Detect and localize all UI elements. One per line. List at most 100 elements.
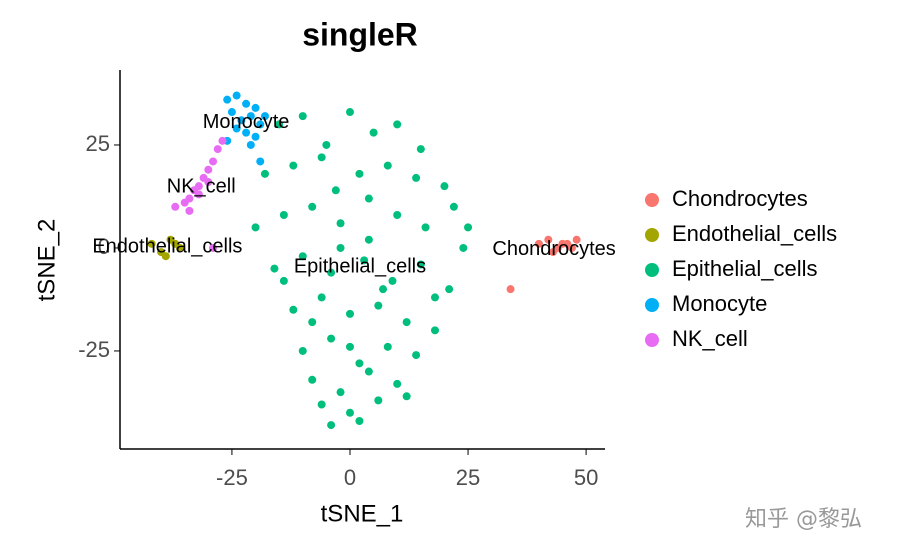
point xyxy=(246,140,255,149)
point xyxy=(383,161,392,170)
point xyxy=(549,248,558,257)
point xyxy=(147,239,156,248)
point xyxy=(232,124,241,133)
point xyxy=(355,169,364,178)
point xyxy=(430,293,439,302)
point xyxy=(355,359,364,368)
point xyxy=(379,285,388,294)
point xyxy=(185,194,194,203)
point xyxy=(322,140,331,149)
point xyxy=(327,421,336,430)
point xyxy=(412,173,421,182)
point xyxy=(209,243,218,252)
point xyxy=(364,194,373,203)
watermark: 知乎 @黎弘 xyxy=(745,507,862,532)
point xyxy=(218,136,227,145)
point xyxy=(416,145,425,154)
point xyxy=(260,112,269,121)
chart-title: singleR xyxy=(302,16,418,52)
point xyxy=(171,202,180,211)
point xyxy=(345,342,354,351)
x-tick-label: 0 xyxy=(344,465,356,490)
point xyxy=(345,408,354,417)
point xyxy=(445,285,454,294)
legend-marker xyxy=(645,263,659,277)
point xyxy=(364,235,373,244)
point xyxy=(388,276,397,285)
point-label: Endothelial_cells xyxy=(92,236,242,258)
y-tick-label: -25 xyxy=(78,337,110,362)
point xyxy=(232,91,241,100)
point xyxy=(558,239,567,248)
point-label: NK_cell xyxy=(167,175,236,197)
legend-label: Chondrocytes xyxy=(672,186,808,211)
point xyxy=(449,202,458,211)
point xyxy=(544,235,553,244)
point xyxy=(308,202,317,211)
point xyxy=(412,351,421,360)
point xyxy=(308,318,317,327)
point-label: Monocyte xyxy=(203,111,290,133)
point xyxy=(298,252,307,261)
point xyxy=(345,108,354,117)
point xyxy=(369,128,378,137)
point xyxy=(161,252,170,261)
point xyxy=(194,182,203,191)
legend-marker xyxy=(645,193,659,207)
point xyxy=(567,243,576,252)
point-label: Epithelial_cells xyxy=(294,255,426,277)
point xyxy=(393,120,402,129)
point xyxy=(355,416,364,425)
legend-marker xyxy=(645,228,659,242)
point xyxy=(374,396,383,405)
point xyxy=(308,375,317,384)
point xyxy=(275,120,284,129)
legend-label: Monocyte xyxy=(672,291,767,316)
point xyxy=(534,239,543,248)
point xyxy=(393,211,402,220)
point xyxy=(317,153,326,162)
point xyxy=(204,165,213,174)
point xyxy=(464,223,473,232)
legend-marker xyxy=(645,333,659,347)
point xyxy=(360,256,369,265)
point xyxy=(440,182,449,191)
point xyxy=(256,157,265,166)
legend-marker xyxy=(645,298,659,312)
point xyxy=(260,169,269,178)
legend-label: Epithelial_cells xyxy=(672,256,818,281)
point xyxy=(171,239,180,248)
legend-label: Endothelial_cells xyxy=(672,221,837,246)
point xyxy=(289,305,298,314)
point xyxy=(227,108,236,117)
point xyxy=(251,132,260,141)
point xyxy=(383,342,392,351)
point xyxy=(416,260,425,269)
point xyxy=(298,346,307,355)
point xyxy=(298,112,307,121)
x-axis-label: tSNE_1 xyxy=(321,500,404,527)
point xyxy=(459,243,468,252)
point xyxy=(242,99,251,108)
point xyxy=(402,392,411,401)
point xyxy=(317,293,326,302)
point xyxy=(506,285,515,294)
point xyxy=(336,219,345,228)
point xyxy=(270,264,279,273)
point xyxy=(345,309,354,318)
point xyxy=(572,235,581,244)
point xyxy=(223,95,232,104)
point xyxy=(336,388,345,397)
point xyxy=(185,206,194,215)
point xyxy=(327,268,336,277)
point xyxy=(251,223,260,232)
point xyxy=(430,326,439,335)
x-tick-label: 50 xyxy=(574,465,598,490)
point xyxy=(209,157,218,166)
y-tick-label: 0 xyxy=(98,234,110,259)
point-label: Chondrocytes xyxy=(492,238,615,260)
point xyxy=(374,301,383,310)
point xyxy=(204,178,213,187)
point xyxy=(279,211,288,220)
